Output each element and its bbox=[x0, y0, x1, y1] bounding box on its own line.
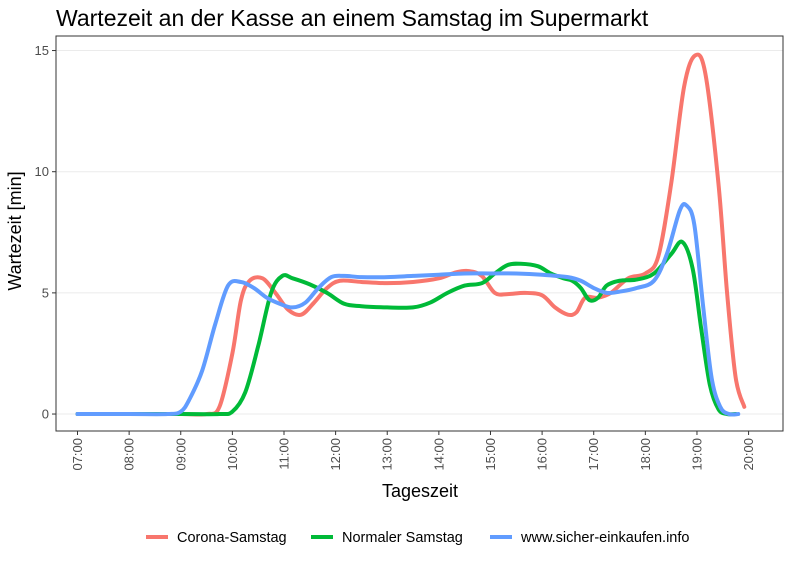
x-tick-label: 15:00 bbox=[483, 438, 498, 471]
y-tick-label: 5 bbox=[42, 285, 49, 300]
chart-title: Wartezeit an der Kasse an einem Samstag … bbox=[56, 5, 649, 31]
y-axis-title: Wartezeit [min] bbox=[5, 171, 25, 290]
series-line-3 bbox=[75, 202, 741, 417]
panel-border bbox=[55, 35, 784, 432]
series-line-2 bbox=[75, 239, 738, 417]
x-tick-label: 14:00 bbox=[431, 438, 446, 471]
legend: Corona-Samstag Normaler Samstag www.sicher… bbox=[146, 530, 689, 546]
legend-label-1: Corona-Samstag bbox=[177, 530, 287, 546]
x-tick-label: 19:00 bbox=[689, 438, 704, 471]
y-tick-label: 10 bbox=[35, 164, 49, 179]
x-tick-label: 10:00 bbox=[225, 438, 240, 471]
x-tick-label: 09:00 bbox=[173, 438, 188, 471]
x-axis-title: Tageszeit bbox=[382, 481, 458, 501]
x-tick-label: 12:00 bbox=[328, 438, 343, 471]
x-tick-label: 07:00 bbox=[70, 438, 85, 471]
x-axis: 07:00 08:00 09:00 10:00 11:00 12:00 13:00 14:00… bbox=[70, 431, 756, 471]
grid bbox=[56, 50, 783, 415]
x-tick-label: 20:00 bbox=[741, 438, 756, 471]
legend-label-2: Normaler Samstag bbox=[342, 530, 463, 546]
x-tick-label: 08:00 bbox=[122, 438, 137, 471]
series-line-1 bbox=[75, 52, 747, 417]
x-tick-label: 11:00 bbox=[276, 438, 291, 470]
x-tick-label: 13:00 bbox=[380, 438, 395, 471]
y-tick-label: 0 bbox=[42, 407, 49, 422]
series-layer bbox=[75, 52, 747, 417]
x-tick-label: 18:00 bbox=[638, 438, 653, 471]
x-tick-label: 16:00 bbox=[535, 438, 550, 471]
legend-label-3: www.sicher-einkaufen.info bbox=[520, 530, 689, 546]
x-tick-label: 17:00 bbox=[586, 438, 601, 471]
y-tick-label: 15 bbox=[35, 43, 49, 58]
y-axis: 0 5 10 15 bbox=[35, 43, 56, 422]
